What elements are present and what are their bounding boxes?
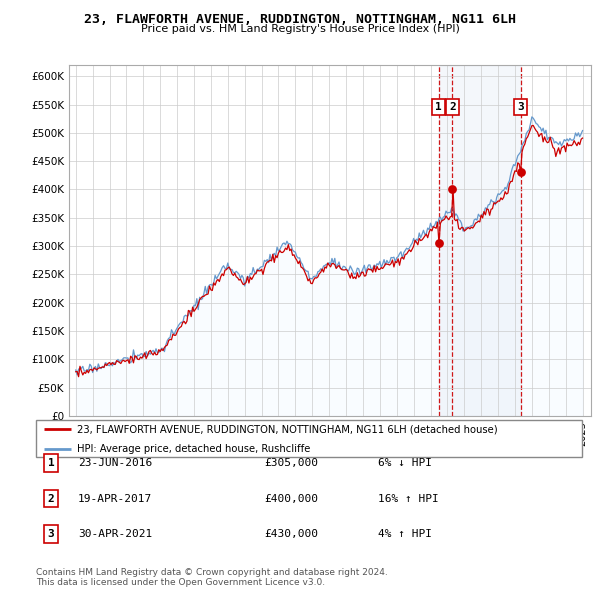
Text: 1: 1	[435, 102, 442, 112]
Text: Contains HM Land Registry data © Crown copyright and database right 2024.
This d: Contains HM Land Registry data © Crown c…	[36, 568, 388, 587]
Bar	[439, 65, 521, 416]
Text: £430,000: £430,000	[264, 529, 318, 539]
Text: 2: 2	[47, 494, 55, 503]
Text: 1: 1	[47, 458, 55, 468]
Text: £305,000: £305,000	[264, 458, 318, 468]
Text: 6% ↓ HPI: 6% ↓ HPI	[378, 458, 432, 468]
Text: 2: 2	[449, 102, 456, 112]
Text: Price paid vs. HM Land Registry's House Price Index (HPI): Price paid vs. HM Land Registry's House …	[140, 24, 460, 34]
Text: 16% ↑ HPI: 16% ↑ HPI	[378, 494, 439, 503]
Text: 3: 3	[517, 102, 524, 112]
Text: 4% ↑ HPI: 4% ↑ HPI	[378, 529, 432, 539]
Point	[434, 238, 443, 248]
Text: 23-JUN-2016: 23-JUN-2016	[78, 458, 152, 468]
Text: 3: 3	[47, 529, 55, 539]
Text: 19-APR-2017: 19-APR-2017	[78, 494, 152, 503]
Text: £400,000: £400,000	[264, 494, 318, 503]
Text: HPI: Average price, detached house, Rushcliffe: HPI: Average price, detached house, Rush…	[77, 444, 310, 454]
Text: 23, FLAWFORTH AVENUE, RUDDINGTON, NOTTINGHAM, NG11 6LH (detached house): 23, FLAWFORTH AVENUE, RUDDINGTON, NOTTIN…	[77, 424, 497, 434]
Text: 30-APR-2021: 30-APR-2021	[78, 529, 152, 539]
Point	[448, 185, 457, 194]
FancyBboxPatch shape	[36, 420, 582, 457]
Text: 23, FLAWFORTH AVENUE, RUDDINGTON, NOTTINGHAM, NG11 6LH: 23, FLAWFORTH AVENUE, RUDDINGTON, NOTTIN…	[84, 13, 516, 26]
Point	[516, 168, 526, 177]
